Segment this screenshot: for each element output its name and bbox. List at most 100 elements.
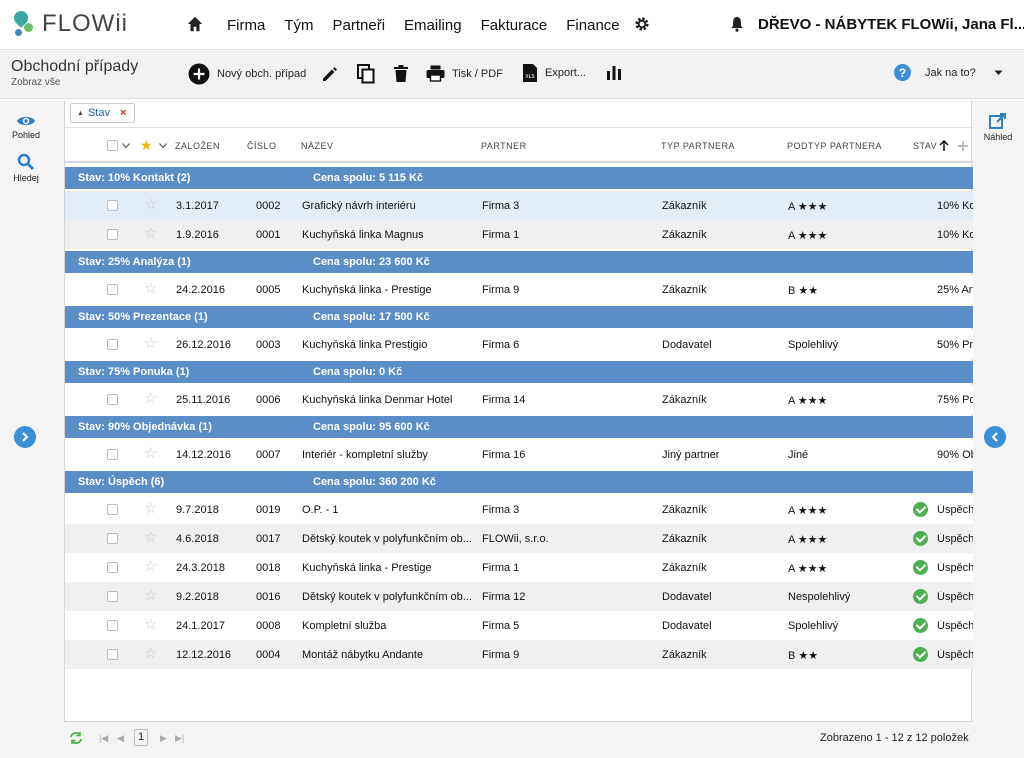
new-case-button[interactable]: Nový obch. případ [188,63,306,85]
gear-icon[interactable] [634,16,650,32]
column-header-created[interactable]: Založen [175,141,221,151]
nav-item-tym[interactable]: Tým [284,16,314,34]
table-row[interactable]: ☆ 24.3.2018 0018 Kuchyňská linka - Prestige… [65,553,973,582]
table-row[interactable]: ☆ 24.2.2016 0005 Kuchyňská linka - Prestige… [65,275,973,304]
cell-partner[interactable]: Firma 9 [482,284,520,296]
company-name[interactable]: DŘEVO - NÁBYTEK FLOWii, Jana Fl... [758,16,1024,33]
row-checkbox[interactable] [107,533,118,544]
cell-partner[interactable]: Firma 12 [482,591,526,603]
cell-partner[interactable]: Firma 14 [482,394,526,406]
table-row[interactable]: ☆ 25.11.2016 0006 Kuchyňská linka Denmar Ho… [65,385,973,414]
sort-arrow-up-icon[interactable] [939,140,949,152]
preview-button[interactable]: Náhled [972,112,1024,142]
star-icon[interactable]: ☆ [144,445,158,462]
logo[interactable]: FLOWii [11,8,128,40]
table-row[interactable]: ☆ 3.1.2017 0002 Grafický návrh interiéru Fir… [65,191,973,220]
star-icon[interactable]: ☆ [144,616,158,633]
cell-partner[interactable]: Firma 5 [482,620,520,632]
print-button[interactable]: Tisk / PDF [426,65,503,82]
column-header-name[interactable]: Název [301,141,334,151]
home-icon[interactable] [186,15,204,33]
filter-chip-stav[interactable]: ▲ Stav × [70,103,136,123]
column-header-partner-type[interactable]: Typ partnera [661,141,736,151]
star-icon[interactable]: ☆ [144,390,158,407]
add-column-icon[interactable] [958,141,968,151]
delete-button[interactable] [393,64,409,83]
cell-partner[interactable]: Firma 1 [482,562,520,574]
column-header-state[interactable]: Stav [913,141,938,151]
prev-page-icon[interactable]: ◀ [117,733,124,743]
nav-item-firma[interactable]: Firma [227,16,266,34]
nav-item-finance[interactable]: Finance [566,16,620,34]
table-row[interactable]: ☆ 26.12.2016 0003 Kuchyňská linka Prestigio… [65,330,973,359]
chevron-down-icon[interactable] [159,143,167,149]
group-header[interactable]: Stav: 10% Kontakt (2) Cena spolu: 5 115 K… [65,167,973,189]
column-header-partner-subtype[interactable]: Podtyp partnera [787,141,883,151]
table-row[interactable]: ☆ 9.7.2018 0019 O.P. - 1 Firma 3 Zákazník A ★★… [65,495,973,524]
table-row[interactable]: ☆ 14.12.2016 0007 Interiér - kompletní služ… [65,440,973,469]
view-button[interactable]: Pohled [0,114,52,140]
star-icon[interactable]: ☆ [144,196,158,213]
star-icon[interactable]: ☆ [144,529,158,546]
nav-item-partneri[interactable]: Partneři [332,16,386,34]
cell-partner[interactable]: Firma 1 [482,229,520,241]
cell-partner[interactable]: Firma 16 [482,449,526,461]
remove-filter-icon[interactable]: × [119,107,127,119]
row-checkbox[interactable] [107,591,118,602]
page-subtitle[interactable]: Zobraz vše [11,77,61,88]
row-checkbox[interactable] [107,284,118,295]
row-checkbox[interactable] [107,229,118,240]
group-header[interactable]: Stav: 50% Prezentace (1) Cena spolu: 17 5… [65,306,973,328]
column-header-number[interactable]: Číslo [247,141,277,151]
cell-partner[interactable]: Firma 3 [482,504,520,516]
group-header[interactable]: Stav: 75% Ponuka (1) Cena spolu: 0 Kč [65,361,973,383]
row-checkbox[interactable] [107,504,118,515]
copy-button[interactable] [357,64,375,84]
row-checkbox[interactable] [107,562,118,573]
cell-partner[interactable]: Firma 3 [482,200,520,212]
row-checkbox[interactable] [107,449,118,460]
first-page-icon[interactable]: |◀ [99,733,109,743]
expand-left-button[interactable] [14,426,36,448]
table-row[interactable]: ☆ 24.1.2017 0008 Kompletní služba Firma 5 Dod… [65,611,973,640]
star-icon[interactable]: ☆ [144,645,158,662]
table-row[interactable]: ☆ 9.2.2018 0016 Dětský koutek v polyfunkční… [65,582,973,611]
row-checkbox[interactable] [107,394,118,405]
star-icon[interactable]: ☆ [144,335,158,352]
nav-item-fakturace[interactable]: Fakturace [480,16,548,34]
row-checkbox[interactable] [107,620,118,631]
refresh-icon[interactable] [69,731,83,745]
group-header[interactable]: Stav: Úspěch (6) Cena spolu: 360 200 Kč [65,471,973,493]
search-button[interactable]: Hledej [0,153,52,183]
cell-partner[interactable]: Firma 9 [482,649,520,661]
star-icon[interactable]: ☆ [144,225,158,242]
star-icon[interactable]: ☆ [144,280,158,297]
group-header[interactable]: Stav: 25% Analýza (1) Cena spolu: 23 600 … [65,251,973,273]
edit-button[interactable] [321,65,339,83]
cell-partner[interactable]: Firma 6 [482,339,520,351]
table-row[interactable]: ☆ 12.12.2016 0004 Montáž nábytku Andante Fir… [65,640,973,669]
table-row[interactable]: ☆ 1.9.2016 0001 Kuchyňská linka Magnus Firma… [65,220,973,249]
export-button[interactable]: XLS Export... [522,63,586,83]
cell-partner[interactable]: FLOWii, s.r.o. [482,533,549,545]
nav-item-emailing[interactable]: Emailing [404,16,462,34]
chevron-down-icon[interactable] [122,143,130,149]
select-all-checkbox[interactable] [107,140,118,151]
group-header[interactable]: Stav: 90% Objednávka (1) Cena spolu: 95 6… [65,416,973,438]
expand-right-button[interactable] [984,426,1006,448]
star-filter-icon[interactable]: ★ [140,137,154,153]
next-page-icon[interactable]: ▶ [160,733,167,743]
help-menu[interactable]: ? Jak na to? [894,64,1003,81]
star-icon[interactable]: ☆ [144,500,158,517]
current-page[interactable]: 1 [134,729,148,746]
star-icon[interactable]: ☆ [144,587,158,604]
row-checkbox[interactable] [107,649,118,660]
row-checkbox[interactable] [107,200,118,211]
bell-icon[interactable] [730,16,744,32]
row-checkbox[interactable] [107,339,118,350]
star-icon[interactable]: ☆ [144,558,158,575]
table-row[interactable]: ☆ 4.6.2018 0017 Dětský koutek v polyfunkční… [65,524,973,553]
last-page-icon[interactable]: ▶| [175,733,185,743]
chart-button[interactable] [606,65,622,80]
column-header-partner[interactable]: Partner [481,141,527,151]
